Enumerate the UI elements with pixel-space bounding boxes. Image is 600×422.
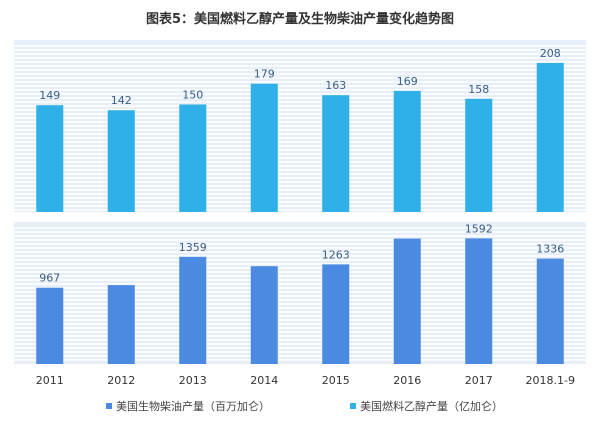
ethanol-panel: 149 142 150 179 163 169 158 208 [14, 40, 586, 212]
biodiesel-value-label-2011: 967 [39, 272, 60, 285]
x-tick-label-2016: 2016 [393, 374, 421, 387]
x-tick-label-2012: 2012 [107, 374, 135, 387]
ethanol-value-label-2012: 142 [111, 94, 132, 107]
biodiesel-bar-2014 [250, 266, 278, 364]
biodiesel-bar-2017 [465, 238, 493, 364]
biodiesel-value-label-2018.1-9: 1336 [536, 243, 564, 256]
biodiesel-bar-2013 [179, 256, 207, 364]
ethanol-value-label-2014: 179 [254, 68, 275, 81]
ethanol-value-label-2013: 150 [182, 89, 203, 102]
biodiesel-bar-2015 [322, 264, 350, 364]
biodiesel-panel: 967 1359 1263 1592 1336 [14, 222, 586, 364]
legend-swatch-ethanol [350, 403, 356, 409]
x-tick-label-2013: 2013 [179, 374, 207, 387]
x-tick-label-2011: 2011 [36, 374, 64, 387]
ethanol-bar-2014 [250, 83, 278, 212]
biodiesel-bar-2018.1-9 [536, 258, 564, 364]
x-tick-label-2014: 2014 [250, 374, 278, 387]
legend-label-ethanol: 美国燃料乙醇产量（亿加仑） [360, 400, 503, 413]
ethanol-value-label-2015: 163 [325, 79, 346, 92]
legend-swatch-biodiesel [106, 403, 112, 409]
ethanol-bar-2017 [465, 98, 493, 212]
biodiesel-value-label-2017: 1592 [465, 222, 493, 235]
ethanol-value-label-2016: 169 [397, 75, 418, 88]
biodiesel-bar-2016 [393, 238, 421, 364]
x-tick-label-2018.1-9: 2018.1-9 [526, 374, 575, 387]
ethanol-value-label-2017: 158 [468, 83, 489, 96]
ethanol-value-label-2011: 149 [39, 89, 60, 102]
legend-label-biodiesel: 美国生物柴油产量（百万加仑） [116, 400, 270, 413]
x-axis: 2011 2012 2013 2014 2015 2016 2017 2018.1-9 [36, 374, 575, 387]
biodiesel-bar-2011 [36, 287, 64, 364]
ethanol-bar-2012 [107, 110, 135, 212]
x-tick-label-2015: 2015 [322, 374, 350, 387]
ethanol-bar-2015 [322, 95, 350, 212]
biodiesel-value-label-2015: 1263 [322, 248, 350, 261]
ethanol-bar-2011 [36, 105, 64, 212]
ethanol-bar-2016 [393, 90, 421, 212]
ethanol-bar-2018.1-9 [536, 62, 564, 212]
legend-item-biodiesel: 美国生物柴油产量（百万加仑） [106, 398, 270, 414]
x-tick-label-2017: 2017 [465, 374, 493, 387]
legend: 美国生物柴油产量（百万加仑） 美国燃料乙醇产量（亿加仑） [0, 398, 600, 416]
biodiesel-bar-2012 [107, 285, 135, 364]
ethanol-bar-2013 [179, 104, 207, 212]
ethanol-value-label-2018.1-9: 208 [540, 47, 561, 60]
legend-item-ethanol: 美国燃料乙醇产量（亿加仑） [350, 398, 503, 414]
chart-title: 图表5：美国燃料乙醇产量及生物柴油产量变化趋势图 [145, 12, 455, 27]
biodiesel-value-label-2013: 1359 [179, 241, 207, 254]
